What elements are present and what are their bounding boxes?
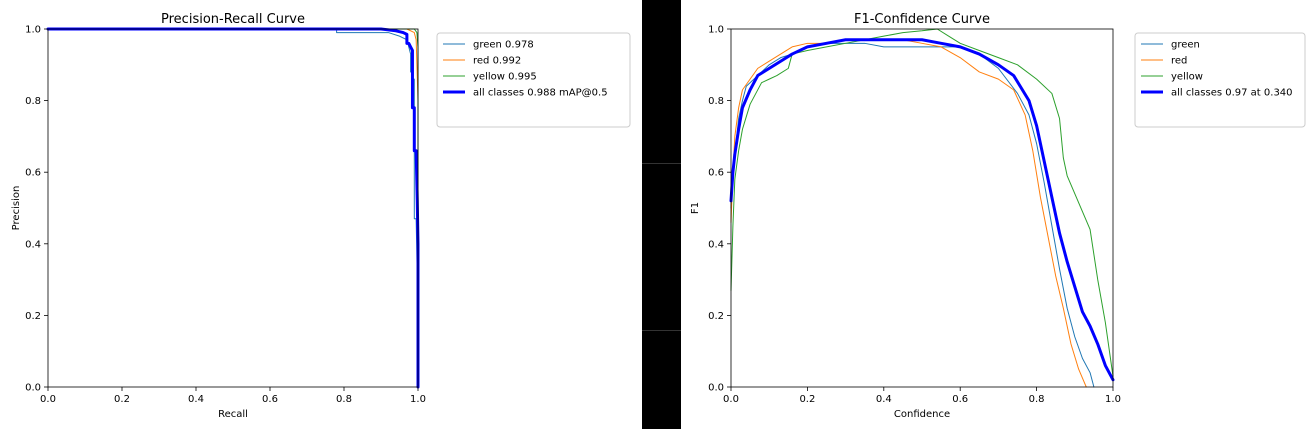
chart-title: F1-Confidence Curve [854,12,990,27]
x-axis-label: Confidence [894,409,950,420]
chart-title: Precision-Recall Curve [161,12,305,27]
plot-frame [47,28,419,388]
precision-recall-panel: Precision-Recall Curve 0.0 0.2 0.4 0.6 0.8 1.0… [0,0,642,429]
x-tick-label: 0.4 [188,394,204,405]
legend-label-3: all classes 0.97 at 0.340 [1171,88,1293,99]
y-tick-label: 0.2 [708,311,724,322]
y-tick-label: 0.8 [25,96,41,107]
x-tick-label: 0.6 [952,394,968,405]
f1-confidence-panel: F1-Confidence Curve 0.0 0.2 0.4 0.6 0.8 1.0 0.0… [681,0,1310,429]
precision-recall-chart: Precision-Recall Curve 0.0 0.2 0.4 0.6 0.8 1.0… [11,12,631,420]
legend-box [436,32,631,128]
x-tick-label: 1.0 [1105,394,1121,405]
y-tick-label: 0.6 [25,168,41,179]
legend-label-1: red 0.992 [473,56,521,67]
y-axis-label: Precision [11,186,22,231]
series-line-1 [730,39,1087,388]
series-line-0 [47,28,419,388]
plot-frame [730,28,1114,388]
legend-label-1: red [1171,56,1187,67]
f1-confidence-chart: F1-Confidence Curve 0.0 0.2 0.4 0.6 0.8 1.0 0.0… [690,12,1306,420]
y-tick-label: 1.0 [25,25,41,36]
legend-label-2: yellow [1171,72,1203,83]
x-tick-label: 0.6 [262,394,278,405]
x-tick-label: 0.2 [114,394,130,405]
y-tick-label: 0.0 [708,383,724,394]
series-line-0 [730,42,1095,388]
x-tick-label: 0.8 [336,394,352,405]
y-tick-label: 0.2 [25,311,41,322]
series-line-2 [730,28,1114,377]
y-axis-label: F1 [690,202,701,214]
x-tick-label: 0.2 [799,394,815,405]
x-tick-label: 0.4 [876,394,892,405]
legend-label-0: green 0.978 [473,40,534,51]
legend-box [1134,32,1306,128]
legend-label-0: green [1171,40,1200,51]
y-tick-label: 0.4 [708,239,724,250]
series-line-3 [729,38,1115,382]
x-tick-label: 0.0 [723,394,739,405]
x-tick-label: 0.8 [1029,394,1045,405]
series-line-2 [47,28,419,388]
divider-line [642,330,681,331]
legend-label-3: all classes 0.988 mAP@0.5 [473,88,608,99]
legend-label-2: yellow 0.995 [473,72,537,83]
y-tick-label: 0.0 [25,383,41,394]
series-line-1 [47,28,419,388]
x-axis-label: Recall [218,409,248,420]
divider-line [642,163,681,164]
y-tick-label: 0.4 [25,239,41,250]
x-tick-label: 1.0 [410,394,426,405]
x-tick-label: 0.0 [40,394,56,405]
y-tick-label: 1.0 [708,25,724,36]
y-tick-label: 0.8 [708,96,724,107]
y-tick-label: 0.6 [708,168,724,179]
series-line-3 [46,27,420,389]
